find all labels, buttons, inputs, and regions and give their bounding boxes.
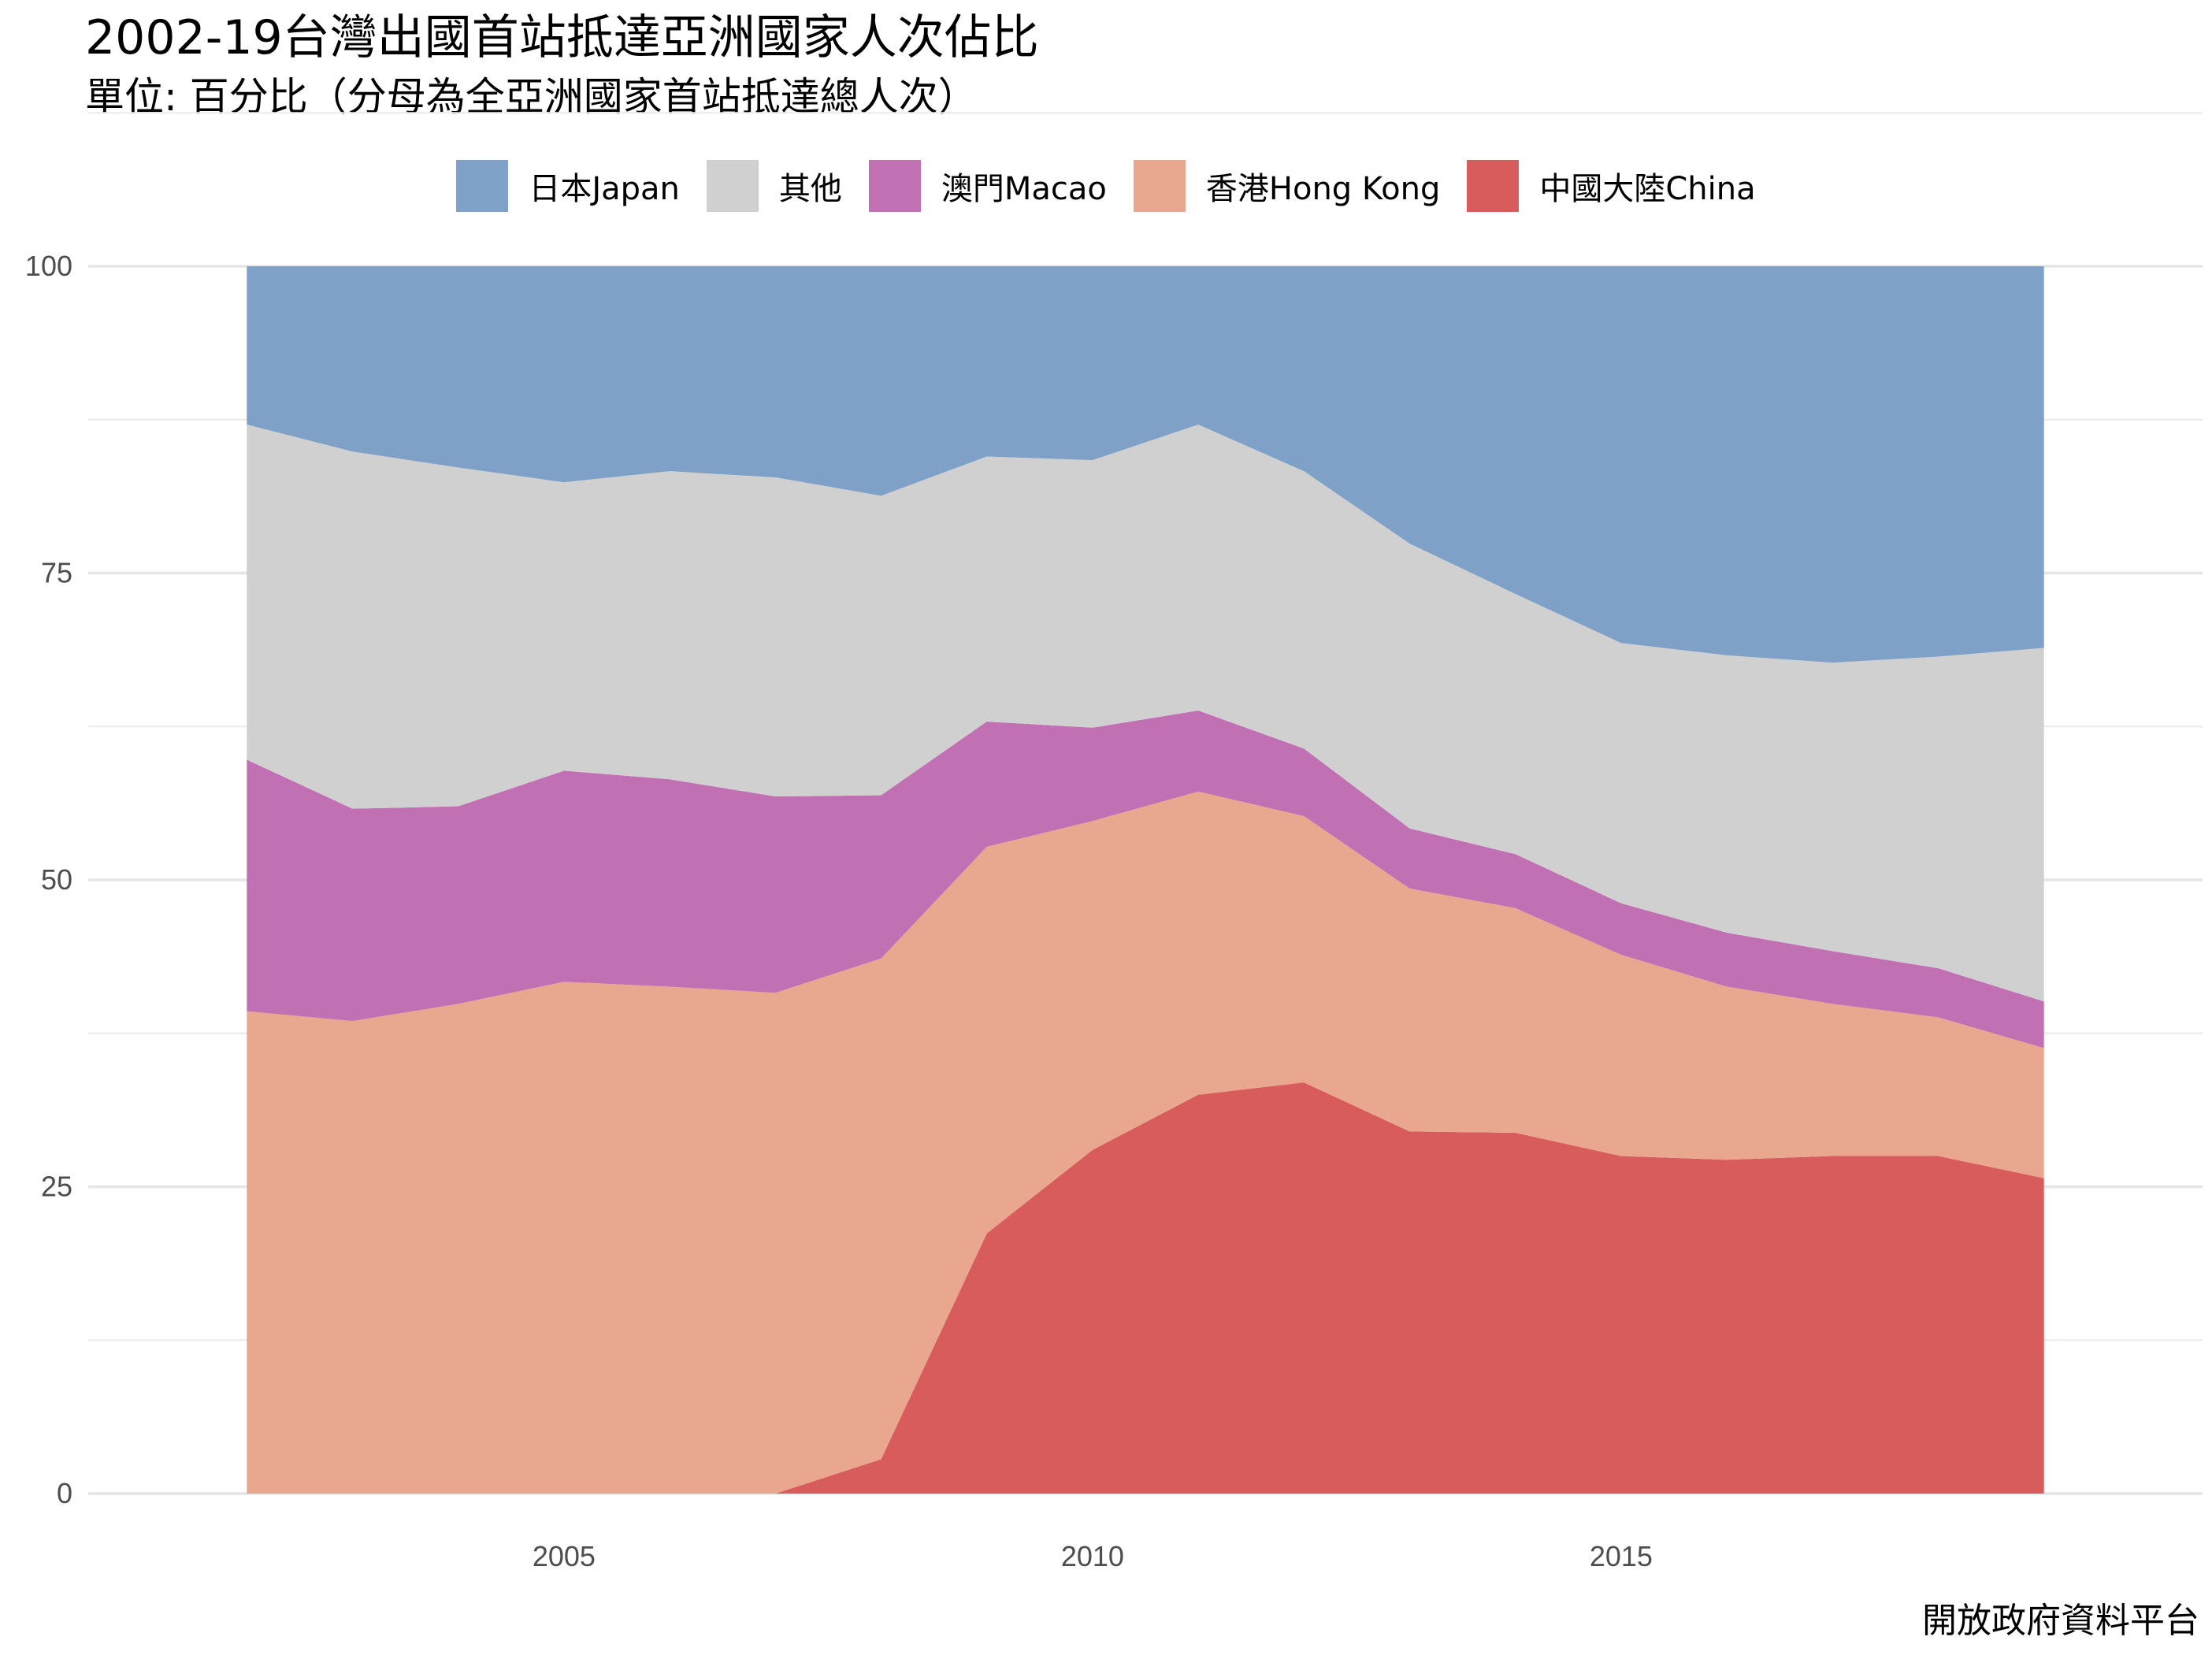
legend-item: 中國大陸China xyxy=(1467,160,1756,212)
y-tick-label: 25 xyxy=(41,1171,72,1203)
y-tick-label: 75 xyxy=(41,557,72,589)
x-tick-label: 2015 xyxy=(1590,1540,1653,1572)
chart-caption: 開放政府資料平台 xyxy=(1922,1601,2199,1641)
legend-label: 日本Japan xyxy=(529,171,680,207)
area-香港Hong Kong xyxy=(247,791,2044,1494)
legend-item: 香港Hong Kong xyxy=(1133,160,1441,212)
area-日本Japan xyxy=(247,266,2044,663)
legend-swatch xyxy=(1133,160,1186,212)
legend-swatch xyxy=(706,160,759,212)
chart-legend: 日本Japan 其他 澳門Macao 香港Hong Kong 中國大陸China xyxy=(0,154,2212,217)
legend-swatch xyxy=(456,160,509,212)
legend-swatch xyxy=(868,160,921,212)
legend-label: 香港Hong Kong xyxy=(1205,171,1441,207)
y-tick-label: 0 xyxy=(57,1477,72,1509)
y-tick-label: 50 xyxy=(41,863,72,896)
area-澳門Macao xyxy=(247,710,2044,1048)
legend-label: 中國大陸China xyxy=(1539,171,1756,207)
chart-title: 2002-19台灣出國首站抵達亞洲國家人次佔比 xyxy=(85,10,1039,65)
legend-item: 其他 xyxy=(706,160,842,212)
x-tick-label: 2005 xyxy=(533,1540,596,1572)
legend-swatch xyxy=(1467,160,1520,212)
y-axis-ticks: 0 25 50 75 100 xyxy=(25,250,72,1509)
legend-item: 澳門Macao xyxy=(868,160,1107,212)
x-tick-label: 2010 xyxy=(1061,1540,1124,1572)
legend-item: 日本Japan xyxy=(456,160,680,212)
stacked-areas xyxy=(247,266,2044,1494)
legend-label: 澳門Macao xyxy=(941,171,1107,207)
area-中國大陸China xyxy=(247,1082,2044,1494)
area-其他 xyxy=(247,424,2044,1002)
legend-label: 其他 xyxy=(778,171,842,207)
y-tick-label: 100 xyxy=(25,250,72,282)
x-axis-ticks: 2005 2010 2015 xyxy=(533,1540,1653,1572)
